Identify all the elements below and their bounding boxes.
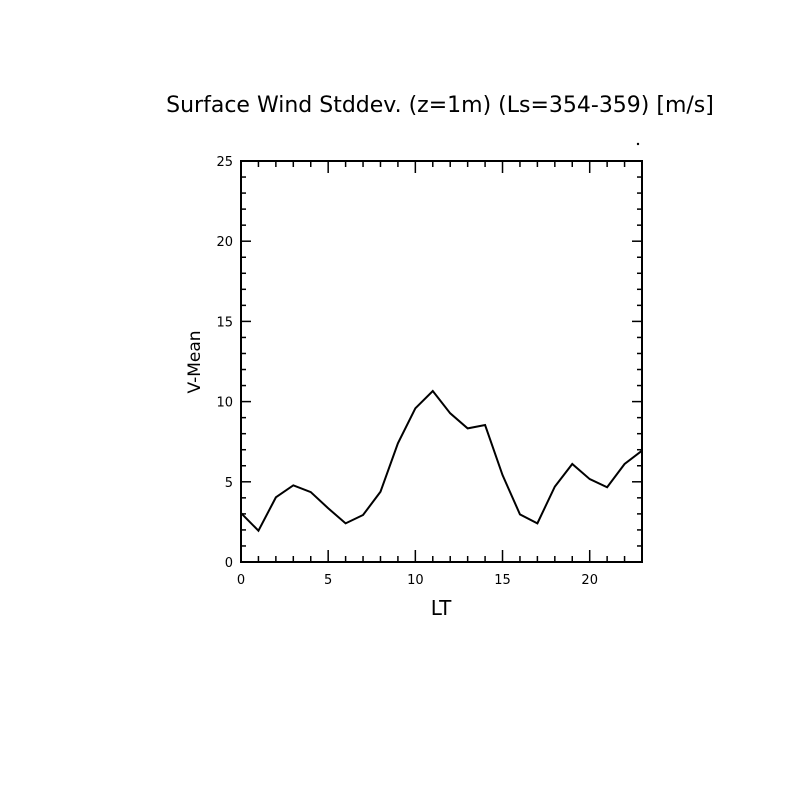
y-tick-label: 25	[216, 155, 233, 170]
y-tick-label: 0	[225, 556, 233, 571]
x-tick-label: 0	[237, 573, 245, 588]
x-axis-label: LT	[431, 596, 452, 620]
x-tick-label: 5	[324, 573, 332, 588]
plot-frame	[240, 160, 643, 563]
stray-dot	[636, 142, 640, 146]
chart-title: Surface Wind Stddev. (z=1m) (Ls=354-359)…	[166, 93, 714, 118]
series-line	[240, 389, 643, 533]
y-axis-label: V-Mean	[185, 330, 205, 393]
x-tick-label: 10	[407, 573, 424, 588]
x-tick-label: 15	[494, 573, 511, 588]
y-tick-label: 10	[216, 396, 233, 411]
y-tick-label: 20	[216, 235, 233, 250]
y-tick-label: 15	[216, 315, 233, 330]
x-tick-label: 20	[581, 573, 598, 588]
y-tick-label: 5	[225, 476, 233, 491]
